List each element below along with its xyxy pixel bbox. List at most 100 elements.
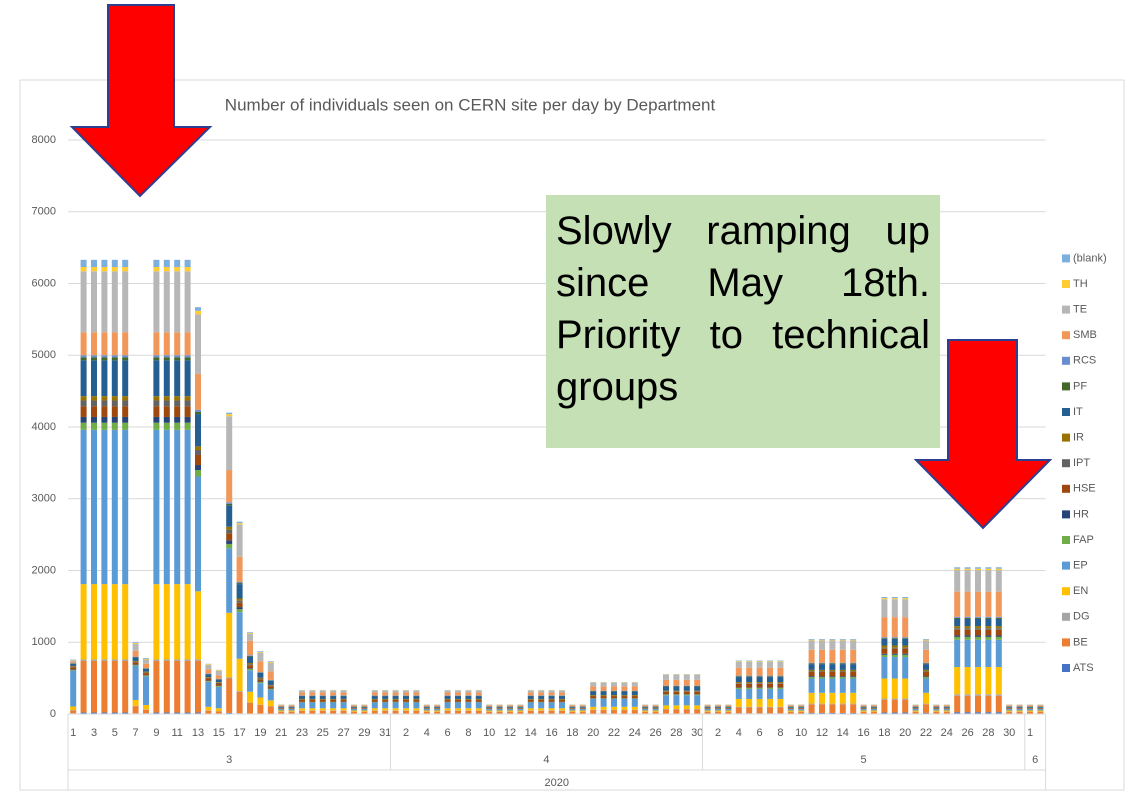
bar-segment <box>309 690 316 693</box>
bar-segment <box>923 672 929 677</box>
bar-segment <box>236 584 243 599</box>
bar-segment <box>538 692 545 696</box>
bar-segment <box>985 635 992 637</box>
bar-segment <box>392 690 399 693</box>
bar-segment <box>704 704 711 706</box>
bar-segment <box>694 679 701 686</box>
bar-segment <box>839 640 846 650</box>
bar-segment <box>725 708 732 709</box>
bar-segment <box>538 702 545 709</box>
bar-segment <box>267 662 274 672</box>
bar-segment <box>527 702 534 709</box>
bar-segment <box>715 709 721 711</box>
bar-segment <box>850 669 857 672</box>
bar-segment <box>985 629 992 636</box>
bar-segment <box>226 677 233 679</box>
bar-segment <box>850 672 857 677</box>
bar-segment <box>631 694 638 696</box>
bar-segment <box>652 711 659 714</box>
x-tick-label: 24 <box>941 727 953 739</box>
bar-segment <box>881 638 888 640</box>
bar-segment <box>340 700 347 702</box>
x-tick-label: 12 <box>504 727 516 739</box>
bar-segment <box>80 659 87 661</box>
bar-segment <box>756 677 763 683</box>
bar-segment <box>163 712 170 714</box>
bar-segment <box>413 692 420 696</box>
bar-segment <box>465 690 472 693</box>
bar-segment <box>122 357 129 361</box>
bar-segment <box>579 709 586 711</box>
bar-segment <box>309 692 316 696</box>
bar-segment <box>111 400 118 407</box>
bar-segment <box>964 628 971 630</box>
bar-segment <box>746 707 753 714</box>
bar-segment <box>340 690 347 693</box>
bar-segment <box>995 591 1002 617</box>
bar-segment <box>642 705 649 707</box>
bar-segment <box>767 682 773 684</box>
bar-segment <box>330 702 337 709</box>
bar-segment <box>777 688 784 699</box>
bar-segment <box>975 636 981 640</box>
bar-segment <box>715 710 721 712</box>
bar-segment <box>278 705 285 707</box>
bar-segment <box>184 259 191 267</box>
bar-segment <box>174 360 181 397</box>
bar-segment <box>829 649 836 663</box>
bar-segment <box>423 705 430 707</box>
bar-segment <box>985 618 992 627</box>
bar-segment <box>101 396 108 401</box>
bar-segment <box>694 674 701 680</box>
bar-segment <box>735 661 742 668</box>
bar-segment <box>507 711 513 714</box>
bar-segment <box>673 695 680 706</box>
bar-segment <box>548 700 555 702</box>
bar-segment <box>153 271 160 333</box>
bar-segment <box>132 700 139 706</box>
bar-segment <box>819 712 825 714</box>
bar-segment <box>423 709 430 711</box>
bar-segment <box>819 671 825 673</box>
bar-segment <box>174 422 181 430</box>
bar-segment <box>839 669 846 672</box>
bar-segment <box>299 698 305 700</box>
bar-segment <box>340 696 347 699</box>
bar-segment <box>850 663 857 665</box>
bar-segment <box>975 616 981 618</box>
bar-segment <box>392 702 399 709</box>
bar-segment <box>403 698 409 700</box>
bar-segment <box>559 700 565 702</box>
bar-segment <box>704 706 711 708</box>
bar-segment <box>174 660 181 713</box>
bar-segment <box>985 712 992 714</box>
bar-segment <box>829 639 836 640</box>
bar-segment <box>590 682 597 687</box>
bar-segment <box>850 676 857 678</box>
x-tick-label: 5 <box>112 727 118 739</box>
bar-segment <box>486 708 493 709</box>
bar-segment <box>735 698 742 707</box>
bar-segment <box>777 682 784 684</box>
bar-segment <box>746 660 753 662</box>
bar-segment <box>881 639 888 646</box>
bar-segment <box>579 704 586 706</box>
bar-segment <box>548 696 555 699</box>
bar-segment <box>153 266 160 272</box>
bar-segment <box>975 667 981 695</box>
y-tick-label: 8000 <box>32 134 56 146</box>
bar-segment <box>631 686 638 691</box>
bar-segment <box>975 570 981 592</box>
bar-segment <box>413 698 420 700</box>
bar-segment <box>340 692 347 696</box>
bar-segment <box>226 502 233 504</box>
bar-segment <box>371 696 378 699</box>
bar-segment <box>829 663 836 665</box>
bar-segment <box>111 660 118 713</box>
bar-segment <box>850 692 857 704</box>
bar-segment <box>902 699 909 713</box>
bar-segment <box>413 710 420 714</box>
legend-label: HR <box>1073 508 1089 520</box>
bar-segment <box>1006 711 1013 714</box>
bar-segment <box>704 705 711 707</box>
